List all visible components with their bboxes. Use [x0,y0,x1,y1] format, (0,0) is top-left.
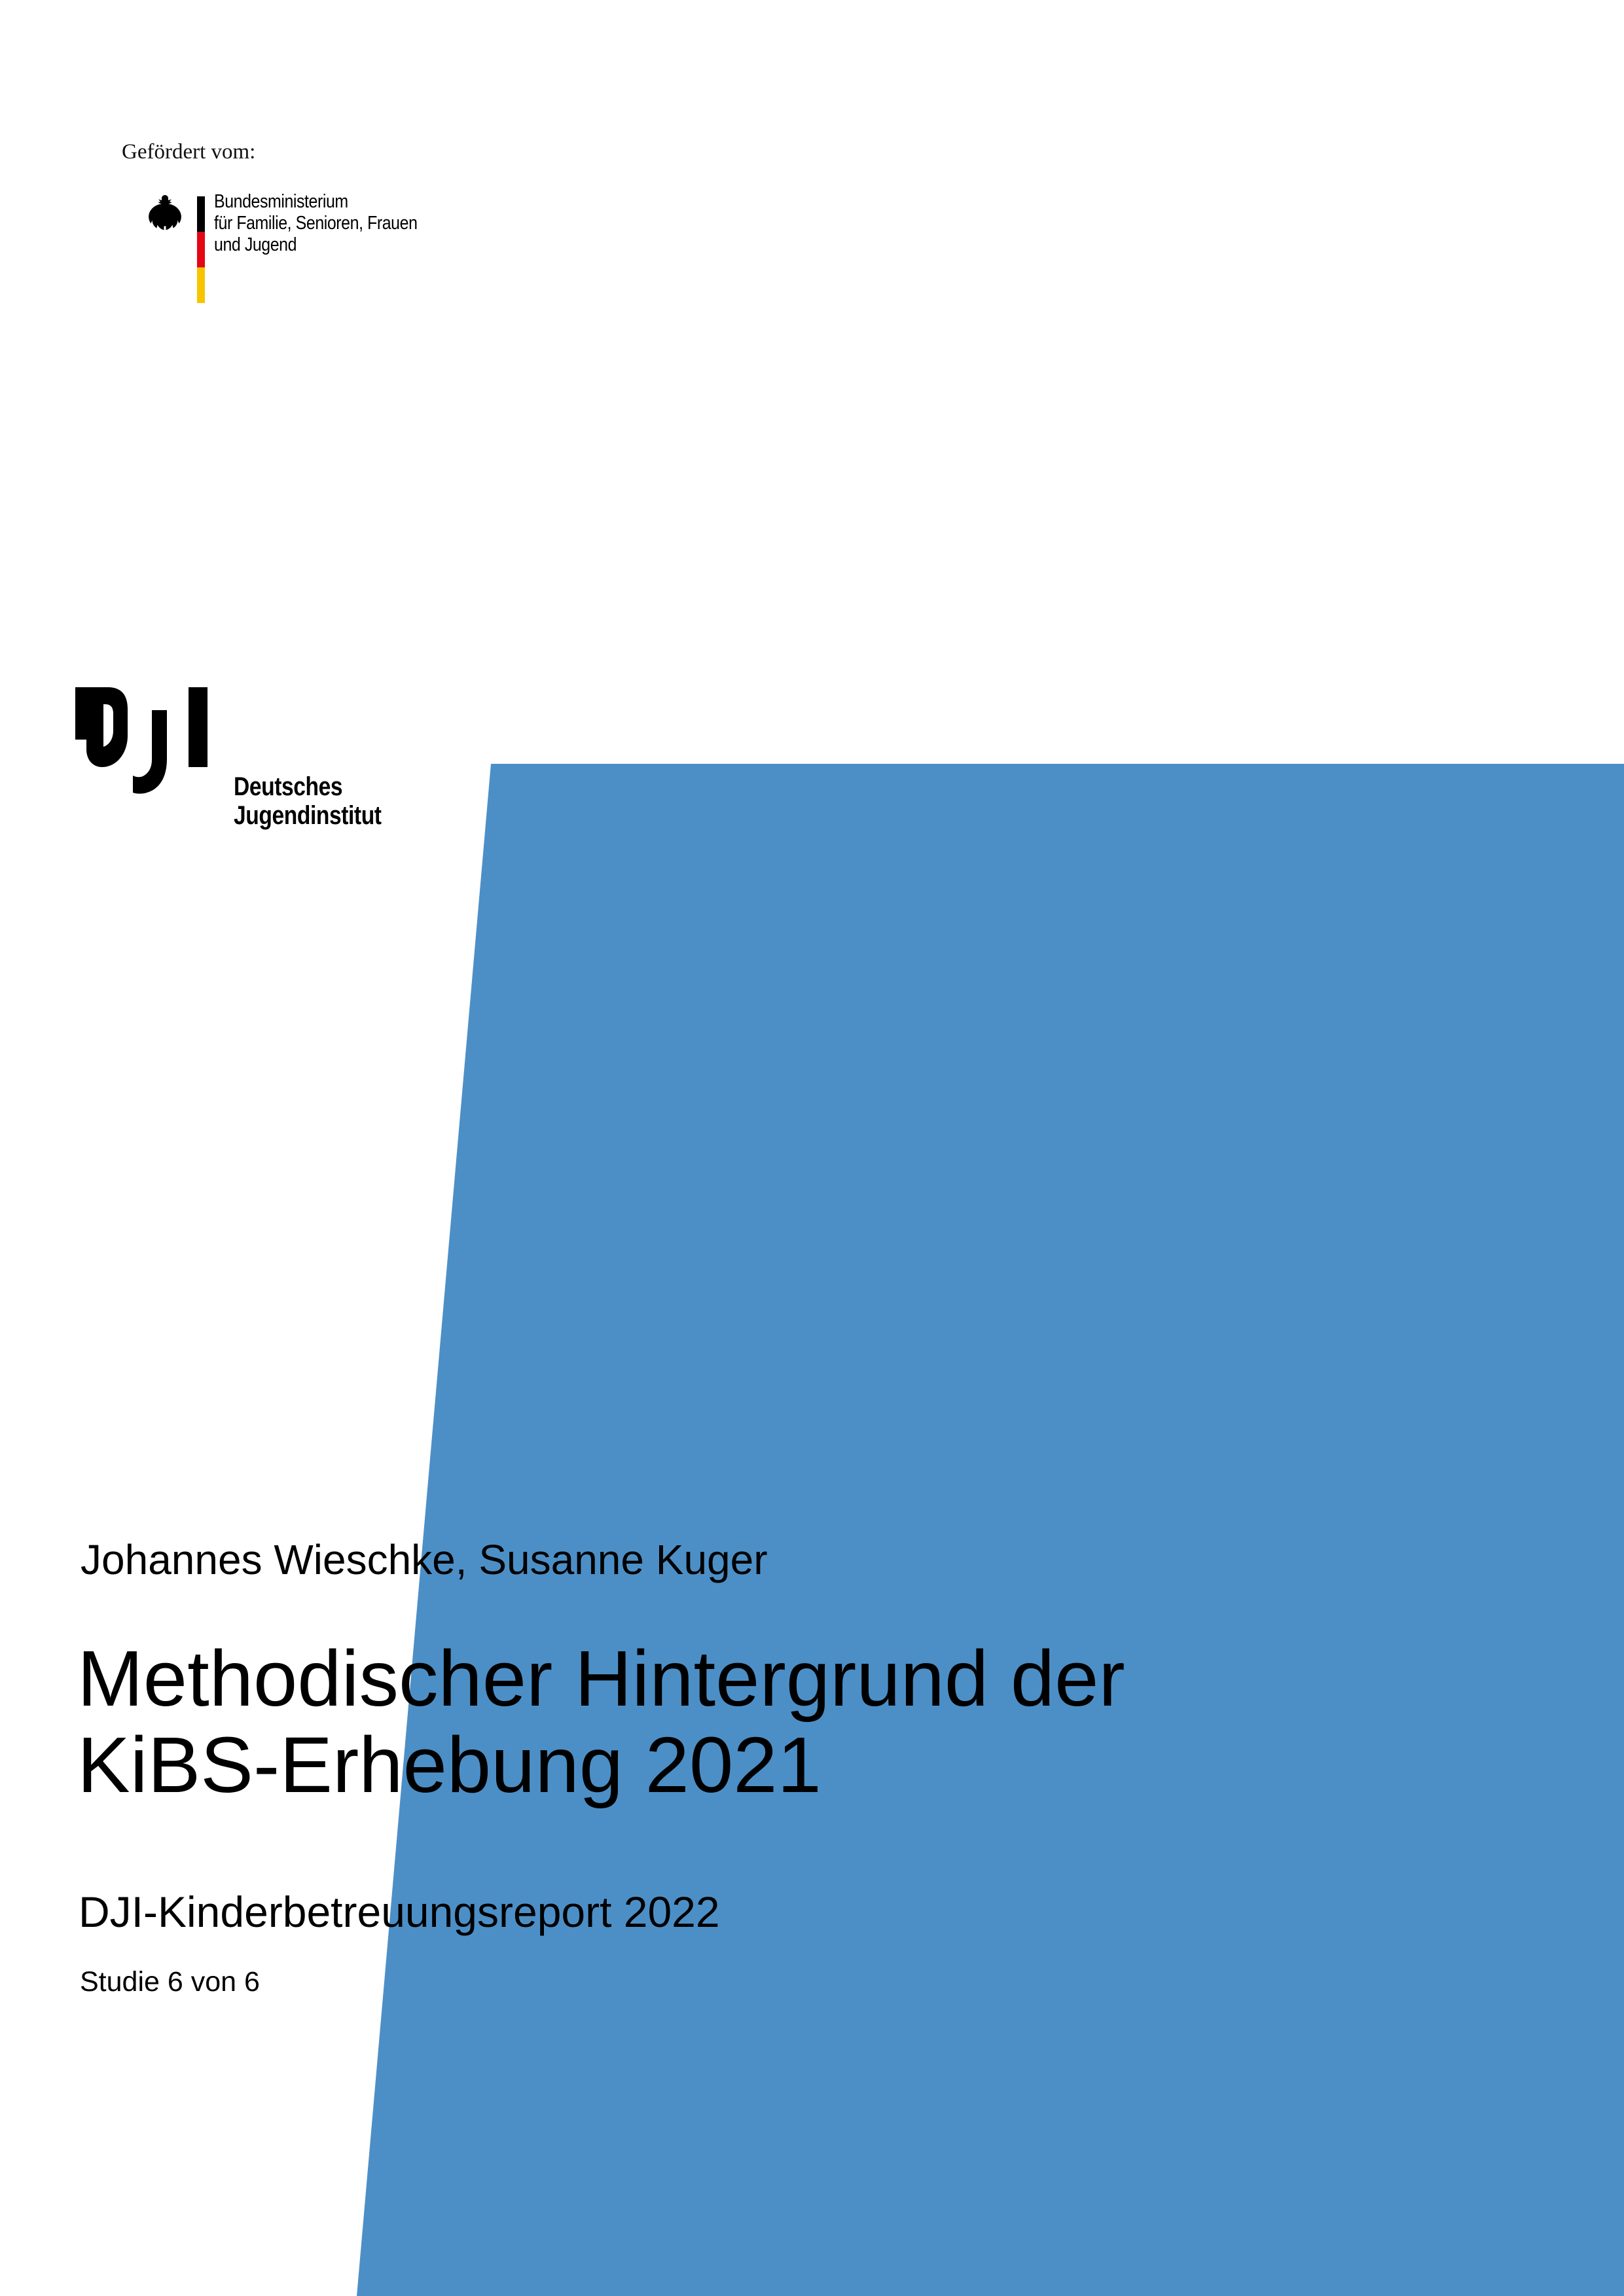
funder-label: Gefördert vom: [122,140,256,164]
federal-eagle-icon [149,195,181,230]
flag-gold-segment [197,267,205,303]
blue-polygon [357,764,1624,2296]
publisher-name-line2: Jugendinstitut [234,801,382,830]
publisher-name: Deutsches Jugendinstitut [234,772,382,830]
dji-logo-icon [75,687,208,794]
publisher-name-line1: Deutsches [234,772,343,801]
flag-black-segment [197,196,205,232]
report-title-line1: Methodischer Hintergrund der [77,1634,1125,1723]
report-subtitle: DJI-Kinderbetreuungsreport 2022 [79,1888,720,1936]
german-flag-stripe [197,196,205,303]
study-info: Studie 6 von 6 [80,1966,260,1998]
flag-red-segment [197,232,205,268]
ministry-name-line3: und Jugend [214,234,297,255]
authors-line: Johannes Wieschke, Susanne Kuger [81,1536,768,1583]
report-title: Methodischer Hintergrund der KiBS-Erhebu… [77,1635,1125,1808]
ministry-name: Bundesministerium für Familie, Senioren,… [214,191,418,256]
ministry-name-line2: für Familie, Senioren, Frauen [214,213,418,234]
report-title-line2: KiBS-Erhebung 2021 [77,1720,821,1809]
ministry-name-line1: Bundesministerium [214,191,348,212]
